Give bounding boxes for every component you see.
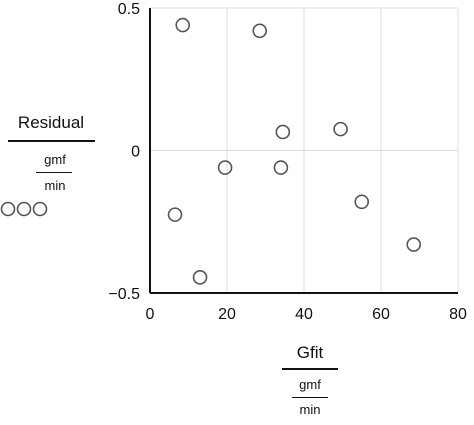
data-point bbox=[175, 17, 191, 33]
x-tick-labels: 0 20 40 60 80 bbox=[146, 306, 467, 323]
y-unit-rule bbox=[36, 172, 72, 173]
data-point bbox=[273, 160, 289, 175]
legend-glyphs bbox=[0, 201, 48, 217]
data-point bbox=[354, 194, 370, 210]
legend-marker bbox=[32, 201, 48, 217]
x-tick-label: 0 bbox=[146, 306, 155, 323]
data-point bbox=[406, 237, 422, 252]
x-label-rule bbox=[282, 368, 338, 370]
y-tick-labels: −0.5 0 0.5 bbox=[108, 1, 140, 303]
x-axis-unit-numerator: gmf bbox=[299, 377, 321, 392]
y-axis-unit-denominator: min bbox=[44, 178, 66, 193]
data-points bbox=[167, 17, 422, 285]
x-tick-label: 60 bbox=[372, 306, 390, 323]
y-axis-unit-numerator: gmf bbox=[44, 152, 66, 167]
y-tick-label: 0.5 bbox=[118, 1, 140, 18]
data-point bbox=[333, 121, 348, 137]
x-tick-label: 20 bbox=[218, 306, 236, 323]
y-tick-label: −0.5 bbox=[108, 286, 140, 303]
x-tick-label: 80 bbox=[449, 306, 467, 323]
data-point bbox=[192, 270, 208, 285]
legend-marker bbox=[16, 201, 32, 217]
data-point bbox=[167, 207, 183, 222]
y-tick-label: 0 bbox=[131, 144, 140, 161]
grid-lines bbox=[150, 7, 459, 293]
y-axis-label: Residual bbox=[17, 113, 85, 132]
data-point bbox=[275, 124, 291, 140]
data-point bbox=[217, 160, 233, 175]
data-point bbox=[252, 23, 268, 39]
x-axis-label: Gfit bbox=[296, 343, 324, 362]
y-label-rule bbox=[8, 140, 95, 142]
x-unit-rule bbox=[292, 397, 328, 398]
x-axis-unit-denominator: min bbox=[299, 402, 321, 417]
legend-marker bbox=[0, 201, 16, 217]
x-tick-label: 40 bbox=[295, 306, 313, 323]
